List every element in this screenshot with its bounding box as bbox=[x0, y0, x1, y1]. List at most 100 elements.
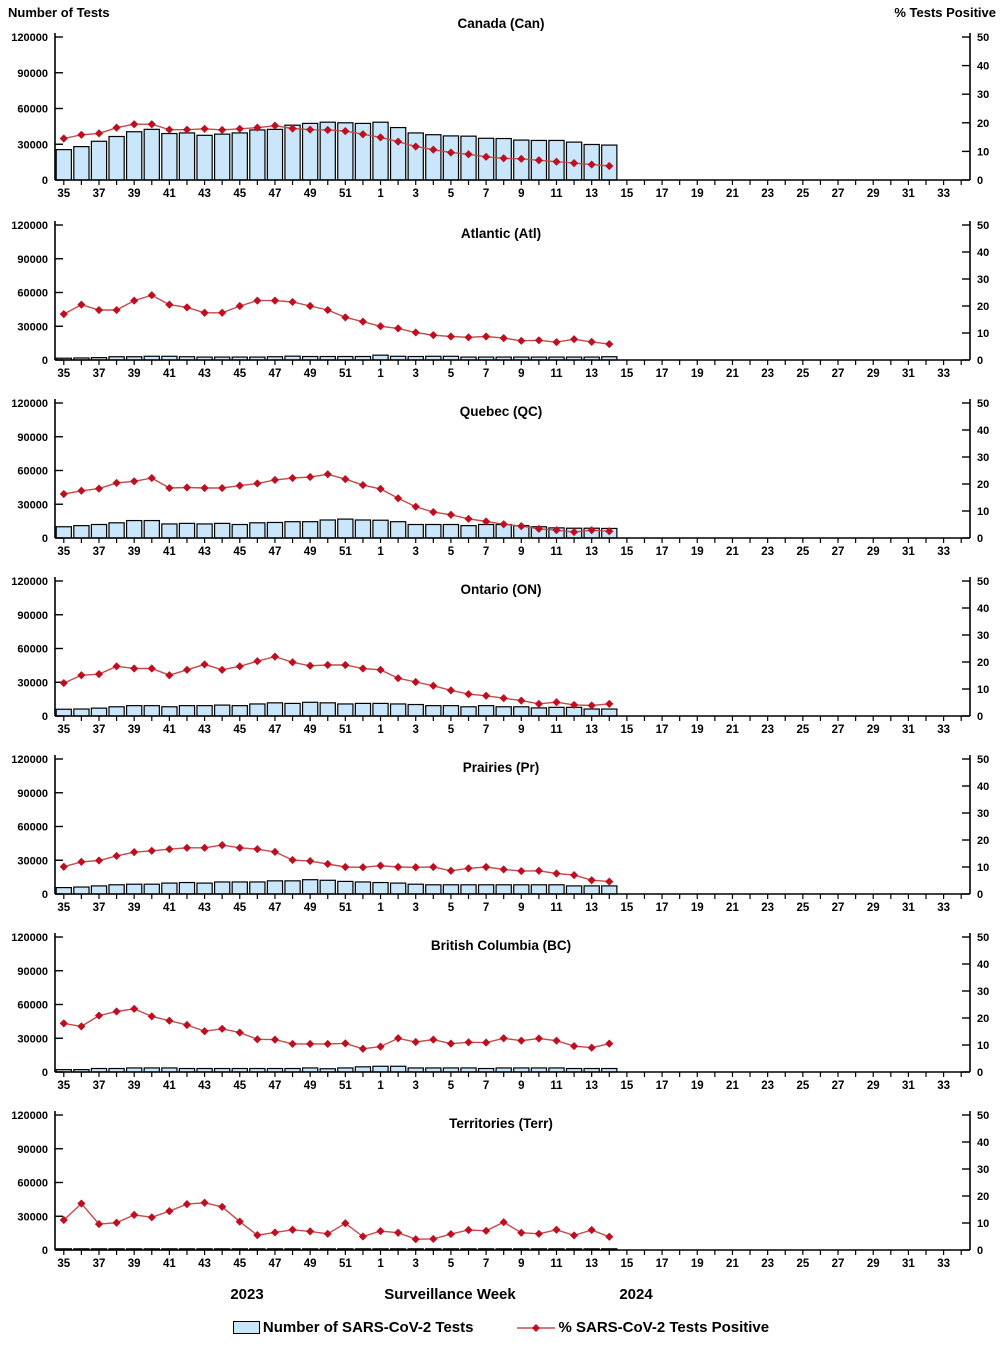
svg-text:13: 13 bbox=[585, 188, 598, 200]
svg-text:20: 20 bbox=[977, 657, 989, 669]
svg-text:47: 47 bbox=[269, 546, 282, 558]
svg-text:29: 29 bbox=[867, 188, 880, 200]
svg-text:90000: 90000 bbox=[17, 254, 48, 266]
svg-text:120000: 120000 bbox=[11, 576, 48, 588]
svg-text:25: 25 bbox=[796, 1258, 809, 1270]
x-axis-footer: 2023 Surveillance Week 2024 bbox=[0, 1286, 1002, 1310]
svg-text:0: 0 bbox=[977, 533, 983, 545]
svg-text:60000: 60000 bbox=[17, 466, 48, 478]
svg-text:9: 9 bbox=[518, 724, 524, 736]
svg-text:90000: 90000 bbox=[17, 68, 48, 80]
svg-text:19: 19 bbox=[691, 724, 704, 736]
panel-atlantic: Atlantic (Atl) 0 30000 60000 90000 120000 0 10… bbox=[0, 202, 1002, 380]
svg-text:1: 1 bbox=[377, 546, 384, 558]
svg-text:41: 41 bbox=[163, 1080, 176, 1092]
svg-text:11: 11 bbox=[550, 902, 563, 914]
svg-text:30: 30 bbox=[977, 808, 989, 820]
legend-item-tests: Number of SARS-CoV-2 Tests bbox=[232, 1319, 473, 1336]
svg-text:30000: 30000 bbox=[17, 1033, 48, 1045]
svg-text:9: 9 bbox=[518, 546, 524, 558]
svg-text:49: 49 bbox=[304, 546, 317, 558]
panel-canada: Number of Tests % Tests Positive Canada … bbox=[0, 0, 1002, 202]
svg-text:27: 27 bbox=[832, 724, 845, 736]
svg-text:7: 7 bbox=[483, 1258, 489, 1270]
svg-text:13: 13 bbox=[585, 1080, 598, 1092]
svg-text:120000: 120000 bbox=[11, 398, 48, 410]
svg-text:27: 27 bbox=[832, 188, 845, 200]
svg-text:17: 17 bbox=[656, 724, 669, 736]
svg-text:3: 3 bbox=[413, 368, 419, 380]
svg-text:0: 0 bbox=[42, 355, 48, 367]
svg-text:37: 37 bbox=[93, 546, 106, 558]
svg-text:9: 9 bbox=[518, 1080, 524, 1092]
svg-text:31: 31 bbox=[902, 724, 915, 736]
svg-text:90000: 90000 bbox=[17, 966, 48, 978]
svg-text:15: 15 bbox=[620, 1258, 633, 1270]
svg-text:60000: 60000 bbox=[17, 1000, 48, 1012]
svg-text:37: 37 bbox=[93, 188, 106, 200]
bar-swatch-icon bbox=[232, 1321, 260, 1334]
svg-text:43: 43 bbox=[198, 546, 211, 558]
svg-text:37: 37 bbox=[93, 368, 106, 380]
svg-text:51: 51 bbox=[339, 902, 352, 914]
svg-text:7: 7 bbox=[483, 724, 489, 736]
svg-text:39: 39 bbox=[128, 1080, 141, 1092]
svg-text:10: 10 bbox=[977, 506, 989, 518]
panel-british-columbia: British Columbia (BC) 0 30000 60000 90000 12… bbox=[0, 914, 1002, 1092]
svg-text:33: 33 bbox=[937, 1258, 950, 1270]
svg-text:37: 37 bbox=[93, 724, 106, 736]
svg-text:10: 10 bbox=[977, 684, 989, 696]
svg-text:43: 43 bbox=[198, 368, 211, 380]
svg-text:17: 17 bbox=[656, 546, 669, 558]
svg-text:45: 45 bbox=[233, 188, 246, 200]
svg-text:13: 13 bbox=[585, 1258, 598, 1270]
svg-text:50: 50 bbox=[977, 754, 989, 766]
svg-text:1: 1 bbox=[377, 724, 384, 736]
svg-text:39: 39 bbox=[128, 188, 141, 200]
svg-text:10: 10 bbox=[977, 146, 989, 158]
svg-text:13: 13 bbox=[585, 546, 598, 558]
svg-text:40: 40 bbox=[977, 959, 989, 971]
svg-text:10: 10 bbox=[977, 1218, 989, 1230]
svg-text:15: 15 bbox=[620, 188, 633, 200]
svg-text:1: 1 bbox=[377, 1258, 384, 1270]
svg-text:29: 29 bbox=[867, 724, 880, 736]
svg-text:21: 21 bbox=[726, 188, 739, 200]
positivity-line-series bbox=[59, 120, 614, 171]
svg-text:41: 41 bbox=[163, 546, 176, 558]
svg-text:35: 35 bbox=[57, 188, 70, 200]
svg-text:20: 20 bbox=[977, 1191, 989, 1203]
svg-text:5: 5 bbox=[448, 902, 455, 914]
svg-text:37: 37 bbox=[93, 1080, 106, 1092]
svg-text:41: 41 bbox=[163, 724, 176, 736]
svg-text:11: 11 bbox=[550, 368, 563, 380]
svg-text:60000: 60000 bbox=[17, 822, 48, 834]
svg-text:51: 51 bbox=[339, 1258, 352, 1270]
svg-text:11: 11 bbox=[550, 1080, 563, 1092]
svg-text:41: 41 bbox=[163, 188, 176, 200]
x-axis-title: Surveillance Week bbox=[384, 1286, 516, 1303]
svg-text:5: 5 bbox=[448, 724, 455, 736]
svg-text:5: 5 bbox=[448, 1258, 455, 1270]
svg-text:120000: 120000 bbox=[11, 32, 48, 44]
svg-text:21: 21 bbox=[726, 1258, 739, 1270]
svg-text:40: 40 bbox=[977, 603, 989, 615]
svg-text:39: 39 bbox=[128, 724, 141, 736]
svg-text:15: 15 bbox=[620, 902, 633, 914]
svg-text:0: 0 bbox=[977, 1067, 983, 1079]
svg-text:60000: 60000 bbox=[17, 644, 48, 656]
svg-text:25: 25 bbox=[796, 368, 809, 380]
svg-text:45: 45 bbox=[233, 546, 246, 558]
svg-text:45: 45 bbox=[233, 902, 246, 914]
svg-text:20: 20 bbox=[977, 301, 989, 313]
svg-text:19: 19 bbox=[691, 1258, 704, 1270]
svg-text:43: 43 bbox=[198, 1258, 211, 1270]
svg-text:10: 10 bbox=[977, 1040, 989, 1052]
svg-text:25: 25 bbox=[796, 188, 809, 200]
